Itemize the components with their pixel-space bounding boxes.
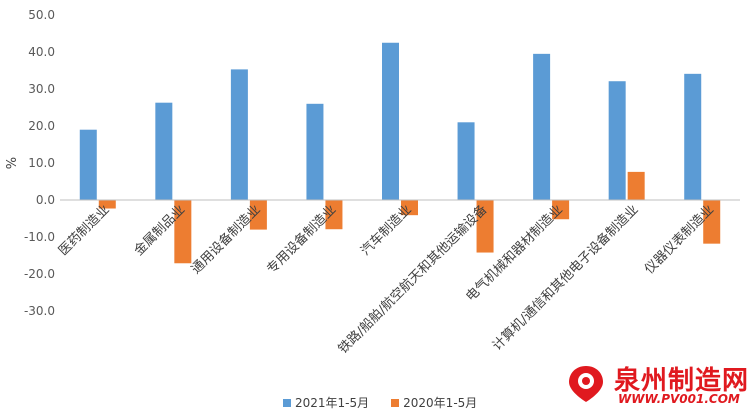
legend-label-2020: 2020年1-5月 bbox=[403, 396, 478, 410]
y-tick-label: 20.0 bbox=[28, 119, 55, 133]
watermark-logo: 泉州制造网 WWW.PV001.COM bbox=[566, 360, 748, 410]
watermark-text: 泉州制造网 bbox=[614, 366, 750, 396]
bar-2021 bbox=[79, 129, 97, 200]
bar-2020 bbox=[98, 200, 116, 209]
y-tick-label: 0.0 bbox=[36, 193, 55, 207]
category-label: 医药制造业 bbox=[56, 202, 113, 259]
category-label: 铁路/船舶/航空航天和其他运输设备 bbox=[335, 202, 490, 357]
y-tick-label: 40.0 bbox=[28, 45, 55, 59]
y-axis-label: % bbox=[5, 157, 20, 169]
category-label: 计算机/通信和其他电子设备制造业 bbox=[489, 202, 641, 354]
legend-swatch-2021 bbox=[283, 398, 291, 407]
y-tick-label: -30.0 bbox=[24, 304, 55, 318]
bar-2021 bbox=[230, 69, 248, 200]
bar-2021 bbox=[533, 53, 551, 200]
bar-2021 bbox=[155, 102, 173, 200]
legend-item-2020: 2020年1-5月 bbox=[391, 394, 477, 411]
bar-2020 bbox=[249, 200, 267, 230]
legend-swatch-2020 bbox=[391, 398, 400, 407]
bar-2021 bbox=[684, 73, 702, 200]
watermark-url: WWW.PV001.COM bbox=[618, 392, 740, 406]
bar-group bbox=[79, 42, 721, 264]
category-label: 专用设备制造业 bbox=[264, 202, 340, 278]
category-label: 汽车制造业 bbox=[358, 202, 415, 259]
bar-2021 bbox=[306, 103, 324, 200]
category-label: 通用设备制造业 bbox=[188, 202, 264, 278]
y-tick-label: 10.0 bbox=[28, 156, 55, 170]
legend: 2021年1-5月 2020年1-5月 bbox=[283, 394, 477, 411]
category-labels: 医药制造业 金属制品业 通用设备制造业 专用设备制造业 汽车制造业铁路/船舶/航空航天和… bbox=[56, 202, 717, 357]
bar-2020 bbox=[627, 171, 645, 200]
map-pin-icon bbox=[569, 366, 603, 402]
bar-2020 bbox=[174, 200, 192, 264]
bar-2021 bbox=[382, 42, 399, 200]
bar-2020 bbox=[325, 200, 343, 230]
bar-2020 bbox=[703, 200, 721, 244]
legend-label-2021: 2021年1-5月 bbox=[295, 396, 370, 410]
y-axis: 50.0 40.0 30.0 20.0 10.0 0.0 -10.0 -20.0 -30.0 bbox=[24, 8, 55, 318]
bar-2021 bbox=[457, 122, 475, 200]
bar-2021 bbox=[608, 81, 626, 200]
bar-2020 bbox=[401, 200, 418, 216]
y-tick-label: -20.0 bbox=[24, 267, 55, 281]
legend-item-2021: 2021年1-5月 bbox=[283, 394, 369, 411]
y-tick-label: 30.0 bbox=[28, 82, 55, 96]
y-tick-label: -10.0 bbox=[24, 230, 55, 244]
bar-2020 bbox=[552, 200, 570, 220]
bar-2020 bbox=[476, 200, 494, 253]
y-tick-label: 50.0 bbox=[28, 8, 55, 22]
